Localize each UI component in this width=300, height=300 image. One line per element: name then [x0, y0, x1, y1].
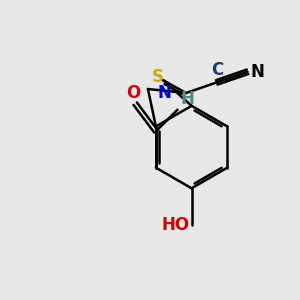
- Text: O: O: [127, 84, 141, 102]
- Text: H: H: [181, 90, 194, 108]
- Text: N: N: [250, 63, 264, 81]
- Text: N: N: [158, 84, 172, 102]
- Text: HO: HO: [162, 216, 190, 234]
- Text: S: S: [152, 68, 164, 86]
- Text: C: C: [211, 61, 223, 79]
